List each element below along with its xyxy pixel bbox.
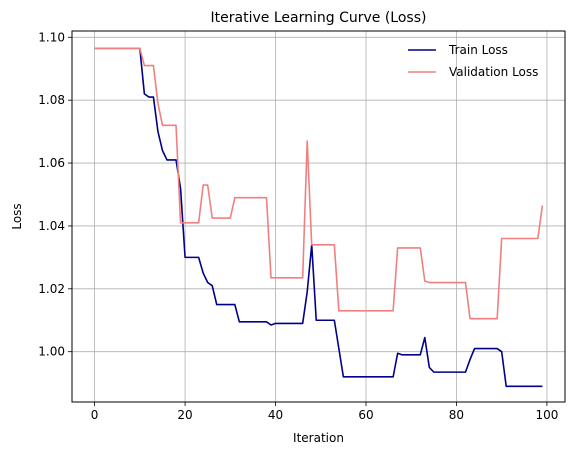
legend: Train Loss Validation Loss bbox=[408, 43, 538, 79]
grid-lines bbox=[72, 31, 565, 402]
train-loss-line bbox=[94, 47, 543, 388]
x-tick-label: 0 bbox=[91, 408, 99, 422]
series-layer bbox=[94, 47, 544, 388]
validation-loss-line bbox=[94, 47, 544, 320]
y-tick-label: 1.00 bbox=[38, 345, 65, 359]
y-tick-label: 1.04 bbox=[38, 219, 65, 233]
plot-frame bbox=[71, 30, 566, 403]
legend-label-train-loss: Train Loss bbox=[448, 43, 508, 57]
x-tick-label: 40 bbox=[268, 408, 283, 422]
y-tick-label: 1.02 bbox=[38, 282, 65, 296]
y-tick-label: 1.08 bbox=[38, 93, 65, 107]
axis-ticks: 0 20 40 60 80 100 1.00 1.02 1.04 1.06 1.08 1.10 bbox=[38, 30, 558, 422]
chart-title: Iterative Learning Curve (Loss) bbox=[211, 10, 427, 26]
x-tick-label: 60 bbox=[358, 408, 373, 422]
x-tick-label: 20 bbox=[177, 408, 192, 422]
x-tick-label: 100 bbox=[535, 408, 558, 422]
x-tick-label: 80 bbox=[449, 408, 464, 422]
y-tick-label: 1.10 bbox=[38, 30, 65, 44]
legend-label-validation-loss: Validation Loss bbox=[449, 65, 538, 79]
y-tick-label: 1.06 bbox=[38, 156, 65, 170]
y-axis-label: Loss bbox=[10, 203, 24, 229]
x-axis-label: Iteration bbox=[293, 431, 344, 445]
